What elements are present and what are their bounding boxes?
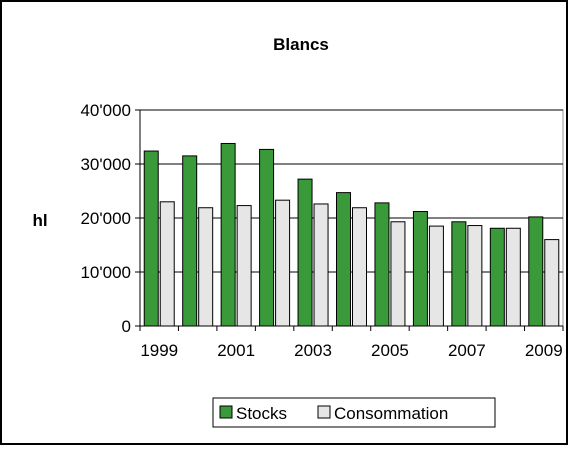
y-tick-label: 30'000 [80,155,131,174]
y-tick-labels: 0 10'000 20'000 30'000 40'000 [80,101,131,336]
x-tick-labels: 1999 2001 2003 2005 2007 2009 [140,341,562,360]
legend-box [212,397,496,428]
x-tick-label: 2005 [371,341,409,360]
bar-consommation-1999 [159,201,175,327]
y-tick-label: 10'000 [80,263,131,282]
bar-stocks-2008 [489,227,505,327]
y-tick-label: 20'000 [80,209,131,228]
bar-stocks-2001 [220,142,236,327]
chart-title: Blancs [273,35,329,54]
legend: Stocks Consommation [212,397,496,428]
bar-consommation-2000 [198,207,214,327]
bar-stocks-2002 [259,148,275,327]
y-axis-label: hl [32,211,47,230]
legend-swatch-stocks [219,405,233,419]
x-tick-label: 1999 [140,341,178,360]
legend-swatch-consommation [317,405,331,419]
bar-stocks-2006 [412,211,428,327]
bar-stocks-2000 [182,155,198,327]
bar-stocks-2005 [374,202,390,327]
bar-consommation-2005 [390,221,406,327]
x-tick-label: 2001 [217,341,255,360]
bar-stocks-2007 [451,221,467,327]
legend-label-consommation: Consommation [334,404,448,423]
bar-consommation-2006 [428,225,444,327]
x-tick-label: 2003 [294,341,332,360]
bar-consommation-2007 [467,225,483,327]
bar-consommation-2008 [505,227,521,327]
axes [135,109,564,331]
bar-stocks-2003 [297,178,313,327]
bar-consommation-2004 [352,207,367,327]
bar-stocks-1999 [143,150,159,327]
bar-consommation-2003 [313,203,329,327]
y-tick-label: 0 [122,317,131,336]
bar-stocks-2004 [336,192,351,327]
legend-label-stocks: Stocks [236,404,287,423]
bar-consommation-2002 [275,199,291,327]
bar-stocks-2009 [528,216,544,327]
bars [143,142,560,327]
y-tick-label: 40'000 [80,101,131,120]
bar-consommation-2001 [236,205,252,327]
bar-consommation-2009 [544,239,560,327]
x-tick-label: 2009 [525,341,563,360]
x-tick-label: 2007 [448,341,486,360]
